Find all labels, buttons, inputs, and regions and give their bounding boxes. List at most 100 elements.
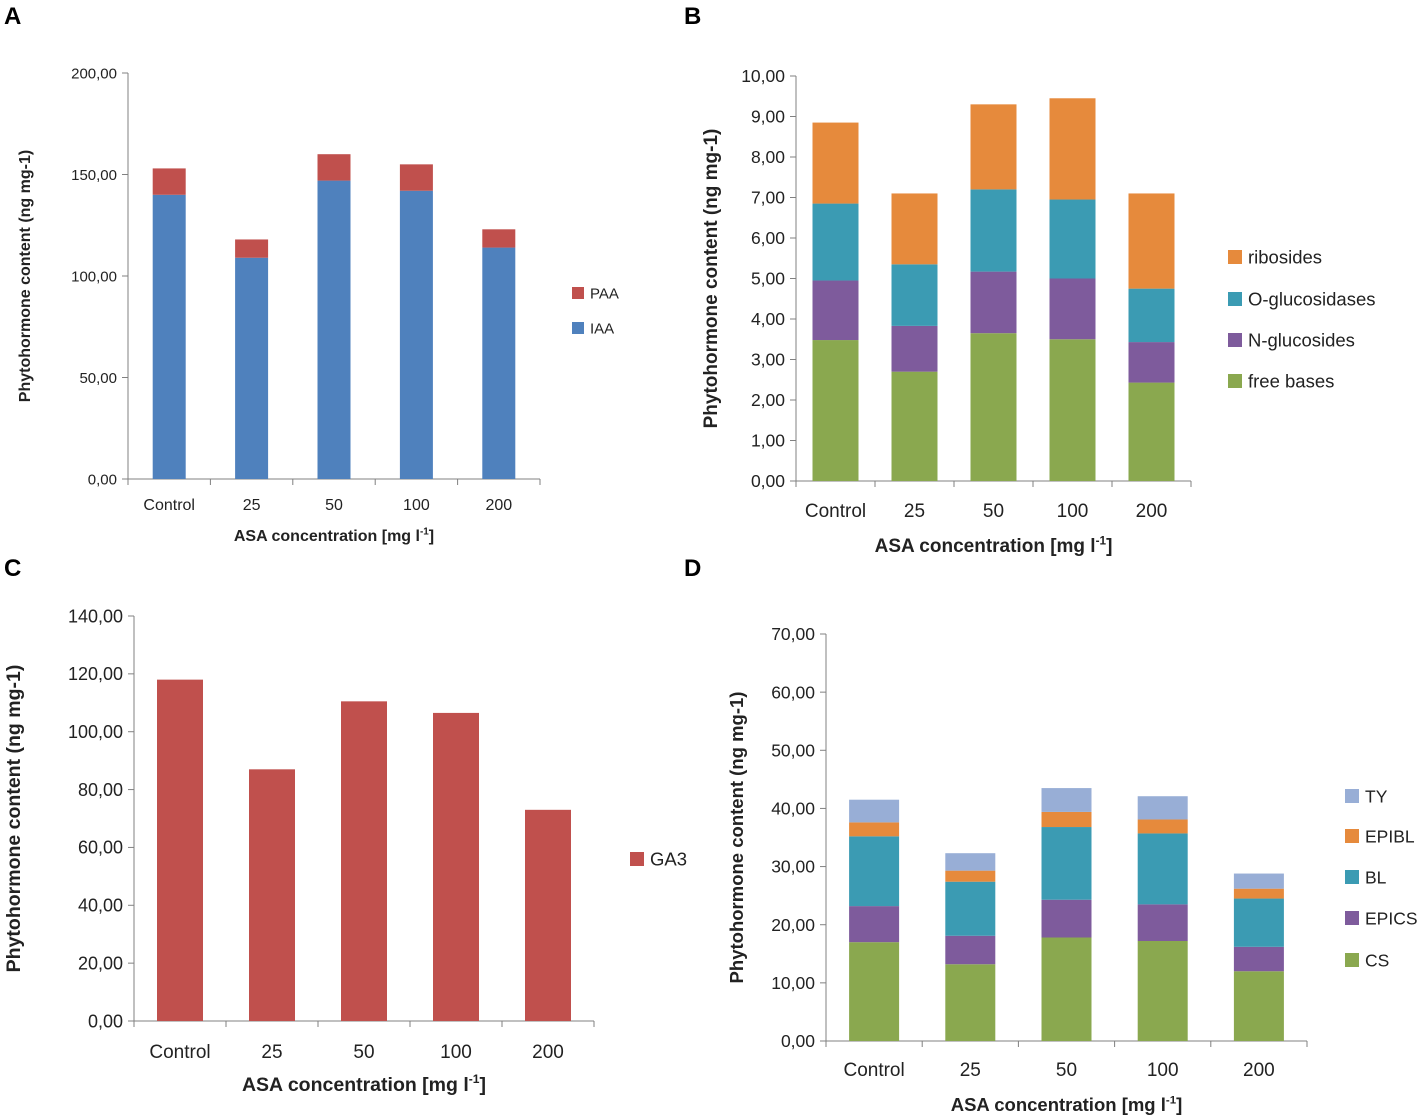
bar-ty-control: [849, 799, 900, 823]
bar-ribosides-25: [891, 193, 938, 265]
bar-epibl-100: [1137, 819, 1188, 834]
x-tick-label: 100: [1057, 501, 1089, 522]
y-tick-label: 10,00: [771, 973, 815, 993]
y-tick-label: 40,00: [771, 799, 815, 819]
bar-bl-100: [1137, 833, 1188, 905]
y-tick-label: 8,00: [751, 147, 785, 167]
x-tick-label: 25: [243, 497, 261, 514]
y-axis-title: Phytohormone content (ng mg-1): [726, 692, 747, 984]
legend-label-o-glucosidases: O-glucosidases: [1248, 289, 1376, 310]
bar-n-glucosides-200: [1128, 342, 1175, 383]
bar-ribosides-100: [1049, 98, 1096, 200]
y-tick-label: 100,00: [68, 722, 123, 742]
bar-o-glucosidases-control: [812, 203, 859, 281]
x-tick-label: Control: [805, 501, 866, 522]
bar-paa-50: [317, 154, 351, 181]
x-tick-label: 25: [904, 501, 925, 522]
y-tick-label: 5,00: [751, 269, 785, 289]
x-tick-label: 200: [1136, 501, 1168, 522]
y-tick-label: 50,00: [79, 370, 117, 387]
y-axis-title: Phytohormone content (ng mg-1): [3, 665, 25, 973]
bar-cs-200: [1233, 971, 1284, 1041]
y-tick-label: 10,00: [741, 66, 785, 86]
y-tick-label: 30,00: [771, 857, 815, 877]
legend-label-ribosides: ribosides: [1248, 247, 1322, 268]
x-tick-label: 50: [353, 1042, 374, 1063]
y-tick-label: 0,00: [88, 1011, 123, 1031]
bar-bl-200: [1233, 898, 1284, 947]
legend-swatch-n-glucosides: [1228, 333, 1242, 347]
bar-paa-control: [152, 168, 186, 195]
panel-label: B: [684, 3, 701, 30]
y-tick-label: 200,00: [71, 65, 117, 82]
bar-ga3-50: [341, 701, 387, 1021]
y-tick-label: 120,00: [68, 664, 123, 684]
y-tick-label: 20,00: [771, 915, 815, 935]
bar-ribosides-control: [812, 122, 859, 204]
panel-label: C: [4, 555, 21, 582]
bar-ga3-control: [157, 679, 203, 1021]
bar-o-glucosidases-200: [1128, 288, 1175, 343]
chart-panel-b: B 0,00 1,00 2,00 3,00 4,00 5,00 6,00 7,00 8,00 9,0…: [684, 3, 1376, 557]
bar-cs-control: [849, 942, 900, 1041]
bar-iaa-200: [482, 247, 516, 479]
y-tick-label: 60,00: [771, 682, 815, 702]
legend-label-epics: EPICS: [1365, 908, 1417, 928]
bar-ga3-25: [249, 769, 295, 1021]
x-tick-label: 200: [1243, 1060, 1275, 1081]
y-tick-label: 9,00: [751, 107, 785, 127]
bar-cs-25: [945, 964, 996, 1041]
y-tick-label: 0,00: [751, 471, 785, 491]
x-axis-title: ASA concentration [mg l-1]: [242, 1072, 486, 1096]
bar-ribosides-200: [1128, 193, 1175, 289]
y-tick-label: 4,00: [751, 309, 785, 329]
y-tick-label: 3,00: [751, 350, 785, 370]
bar-free-bases-200: [1128, 382, 1175, 481]
x-tick-label: 50: [1056, 1060, 1077, 1081]
x-tick-label: 50: [325, 497, 343, 514]
legend-swatch-free-bases: [1228, 374, 1242, 388]
y-axis-title: Phytohormone content (ng mg-1): [17, 150, 34, 402]
legend-swatch-o-glucosidases: [1228, 292, 1242, 306]
y-tick-label: 70,00: [771, 624, 815, 644]
bar-epics-25: [945, 935, 996, 965]
bar-ty-200: [1233, 873, 1284, 889]
bar-cs-100: [1137, 940, 1188, 1041]
bar-iaa-25: [235, 257, 269, 479]
legend-label-epibl: EPIBL: [1365, 826, 1415, 846]
chart-panel-a: A 0,00 50,00 100,00 150,00 200,00 Control 25 50 1…: [4, 3, 619, 545]
x-axis-title: ASA concentration [mg l-1]: [951, 1094, 1183, 1115]
x-axis-title: ASA concentration [mg l-1]: [234, 527, 434, 545]
bar-paa-200: [482, 229, 516, 248]
bar-o-glucosidases-25: [891, 264, 938, 326]
legend-label-ga3: GA3: [650, 849, 687, 870]
bar-ty-50: [1041, 788, 1092, 812]
y-tick-label: 0,00: [781, 1031, 815, 1051]
y-tick-label: 0,00: [88, 471, 117, 488]
x-tick-label: Control: [149, 1042, 210, 1063]
legend-label-paa: PAA: [590, 285, 619, 302]
legend-swatch-ribosides: [1228, 250, 1242, 264]
bar-ty-100: [1137, 796, 1188, 820]
bar-free-bases-50: [970, 333, 1017, 481]
y-tick-label: 50,00: [771, 740, 815, 760]
legend-label-cs: CS: [1365, 950, 1389, 970]
bar-free-bases-25: [891, 371, 938, 481]
bar-epics-50: [1041, 899, 1092, 938]
bar-cs-50: [1041, 937, 1092, 1041]
bar-epibl-control: [849, 822, 900, 837]
x-tick-label: Control: [143, 497, 195, 514]
legend-swatch-bl: [1345, 870, 1359, 884]
bar-bl-control: [849, 836, 900, 907]
x-tick-label: 100: [440, 1042, 472, 1063]
bar-epics-control: [849, 906, 900, 943]
bar-ga3-100: [433, 712, 479, 1021]
chart-panel-d: D 0,00 10,00 20,00 30,00 40,00 50,00 60,00 70,00…: [684, 555, 1417, 1115]
legend-label-iaa: IAA: [590, 320, 614, 337]
bar-n-glucosides-50: [970, 271, 1017, 334]
bar-n-glucosides-100: [1049, 278, 1096, 340]
y-tick-label: 140,00: [68, 606, 123, 626]
bar-epibl-25: [945, 870, 996, 882]
bar-epics-100: [1137, 904, 1188, 941]
